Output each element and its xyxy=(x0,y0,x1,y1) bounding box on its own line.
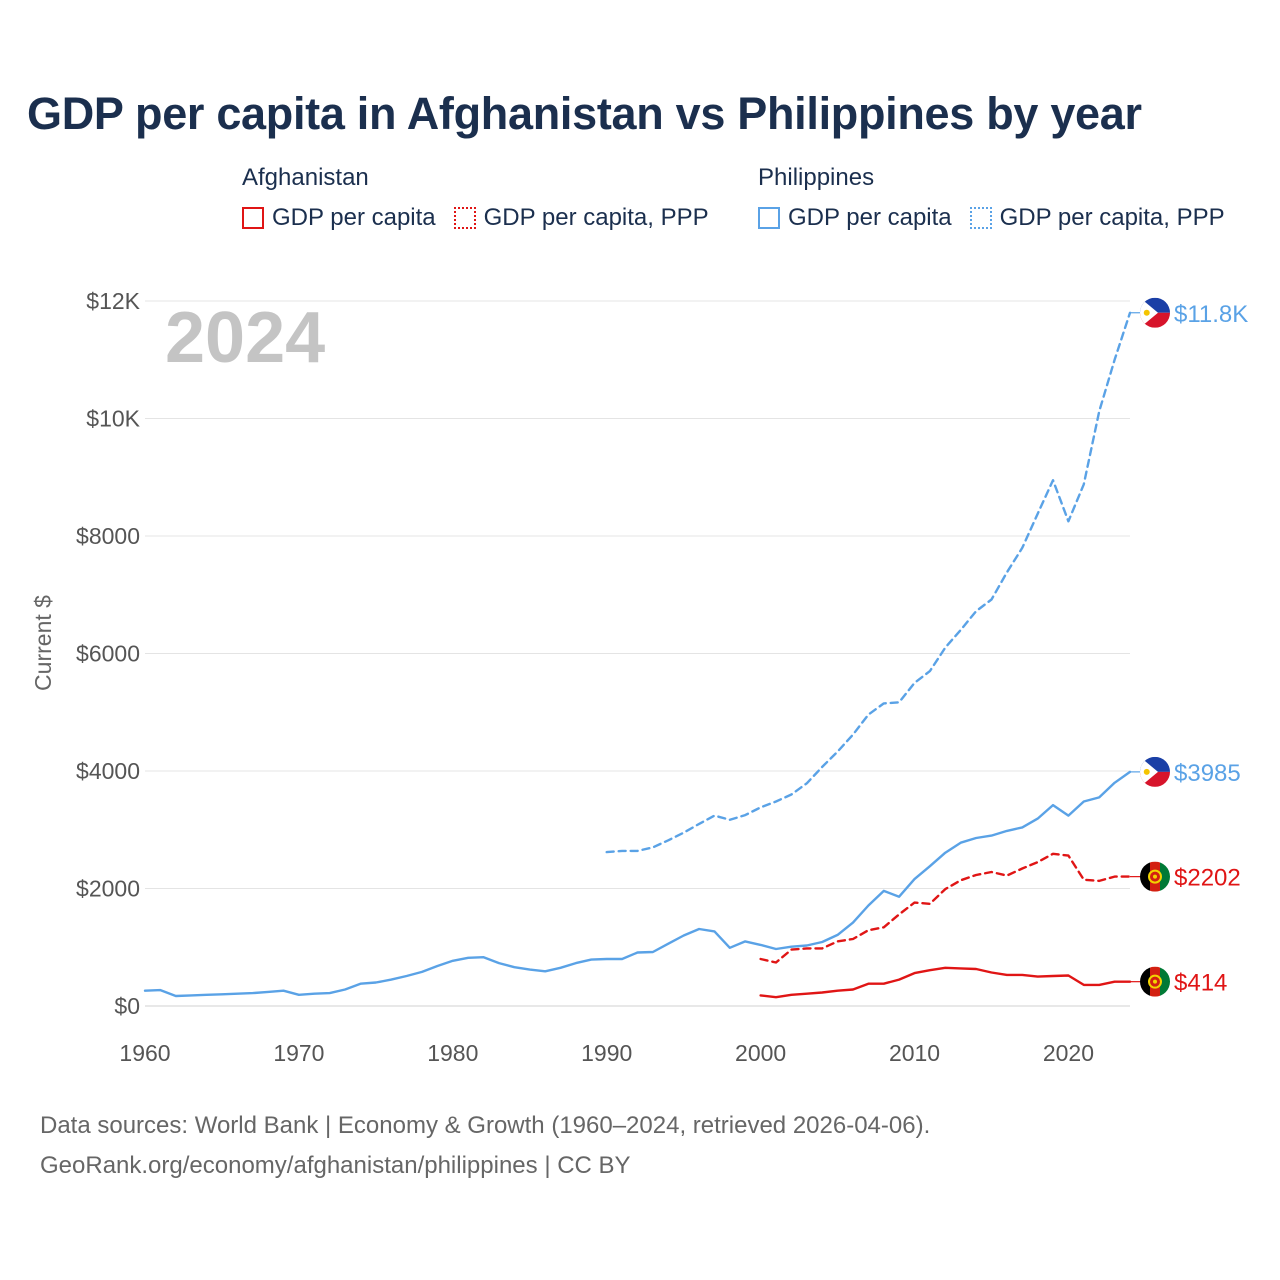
series-line-philippines-gdp-ppp xyxy=(605,311,1132,854)
y-tick-label: $10K xyxy=(86,406,140,432)
afghanistan-flag-icon xyxy=(1140,966,1170,997)
legend-swatch-dotted-icon xyxy=(969,207,992,229)
series-line-afghanistan-gdp-ppp xyxy=(759,852,1132,964)
y-tick-label: $12K xyxy=(86,288,140,314)
legend-swatch-dotted-icon xyxy=(453,207,476,229)
legend-swatch-solid-icon xyxy=(758,207,780,229)
x-tick-label: 1960 xyxy=(119,1040,170,1066)
x-tick-label: 1970 xyxy=(273,1040,324,1066)
source-line-1: Data sources: World Bank | Economy & Gro… xyxy=(40,1112,931,1139)
y-tick-label: $0 xyxy=(114,993,140,1019)
legend-swatch-solid-icon xyxy=(242,207,264,229)
y-tick-label: $8000 xyxy=(76,523,140,549)
legend-item-philippines-gdp[interactable]: GDP per capita xyxy=(758,204,952,232)
philippines-flag-icon xyxy=(1140,297,1170,328)
legend-country-label: Philippines xyxy=(758,164,875,191)
x-tick-label: 1990 xyxy=(581,1040,632,1066)
source-line-2[interactable]: GeoRank.org/economy/afghanistan/philippi… xyxy=(40,1152,631,1179)
legend-item-afghanistan-gdp-ppp[interactable]: GDP per capita, PPP xyxy=(453,204,709,232)
chart-title: GDP per capita in Afghanistan vs Philipp… xyxy=(27,88,1142,139)
year-watermark: 2024 xyxy=(165,298,325,378)
legend-item-afghanistan-gdp[interactable]: GDP per capita xyxy=(242,204,436,232)
legend-group-philippines: Philippines GDP per capita GDP per capit… xyxy=(758,162,1243,232)
series-line-philippines-gdp xyxy=(143,770,1132,998)
x-tick-label: 2000 xyxy=(735,1040,786,1066)
x-tick-label: 2020 xyxy=(1043,1040,1094,1066)
y-tick-label: $6000 xyxy=(76,641,140,667)
y-tick-label: $2000 xyxy=(76,876,140,902)
legend-group-afghanistan: Afghanistan GDP per capita GDP per capit… xyxy=(242,162,727,232)
y-tick-label: $4000 xyxy=(76,758,140,784)
end-value-label: $414 xyxy=(1174,970,1227,997)
legend-item-philippines-gdp-ppp[interactable]: GDP per capita, PPP xyxy=(969,204,1225,232)
series-line-afghanistan-gdp xyxy=(759,966,1132,999)
end-value-label: $11.8K xyxy=(1174,301,1248,328)
afghanistan-flag-icon xyxy=(1140,861,1170,892)
end-value-label: $3985 xyxy=(1174,760,1241,787)
line-chart: $0 $2000 $4000 $6000 $8000 $10K $12K 1960 1970 19… xyxy=(30,288,1248,1066)
y-axis-label: Current $ xyxy=(30,595,56,691)
end-value-label: $2202 xyxy=(1174,865,1241,892)
legend-country-label: Afghanistan xyxy=(242,164,369,191)
philippines-flag-icon xyxy=(1140,756,1170,787)
x-tick-label: 1980 xyxy=(427,1040,478,1066)
data-source-note: Data sources: World Bank | Economy & Gro… xyxy=(40,1106,930,1186)
x-tick-label: 2010 xyxy=(889,1040,940,1066)
